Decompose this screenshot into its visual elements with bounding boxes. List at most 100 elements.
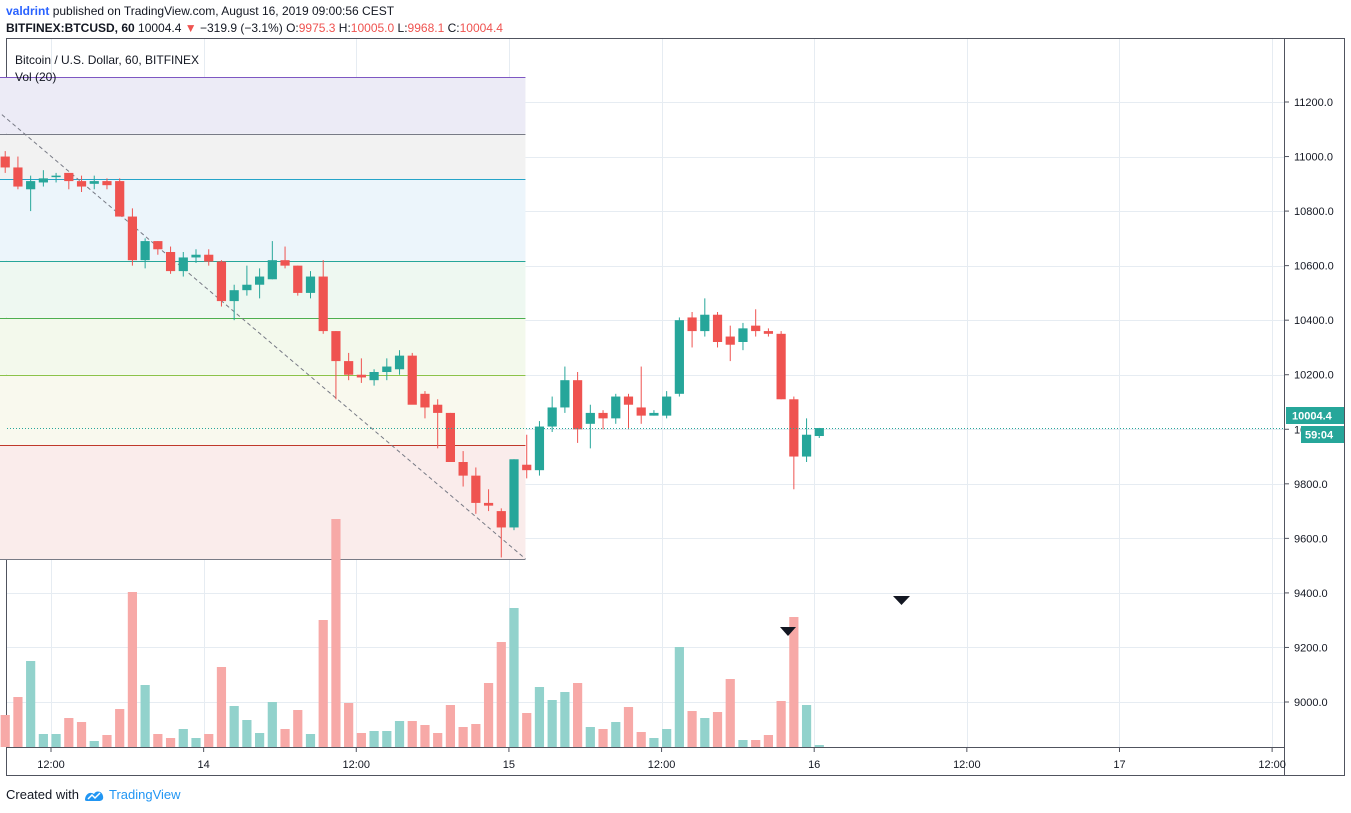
time-axis-label: 12:00 bbox=[953, 759, 981, 771]
candle-body bbox=[51, 175, 61, 178]
volume-bar bbox=[763, 735, 774, 747]
volume-bar bbox=[0, 715, 10, 747]
volume-bar bbox=[547, 700, 557, 747]
tradingview-brand[interactable]: TradingView bbox=[108, 787, 181, 802]
candle-body bbox=[229, 290, 239, 302]
volume-bar bbox=[623, 707, 634, 747]
candle-body bbox=[165, 252, 176, 272]
candle-body bbox=[305, 276, 316, 293]
volume-bar bbox=[26, 661, 36, 747]
footer: Created with TradingView bbox=[6, 787, 181, 802]
candle-body bbox=[293, 265, 303, 293]
candle-body bbox=[814, 428, 824, 437]
open-label: O: bbox=[286, 21, 299, 35]
volume-bar bbox=[712, 712, 723, 747]
candle-body bbox=[522, 464, 532, 471]
legend-title: Bitcoin / U.S. Dollar, 60, BITFINEX bbox=[15, 53, 199, 67]
volume-bar bbox=[13, 697, 23, 747]
candle-body bbox=[585, 412, 595, 424]
volume-bar bbox=[76, 722, 87, 747]
published-text: published on TradingView.com, August 16,… bbox=[52, 4, 395, 18]
candle-body bbox=[776, 333, 786, 400]
time-axis-label: 12:00 bbox=[1258, 759, 1286, 771]
candle-body bbox=[420, 393, 430, 408]
volume-bar bbox=[38, 734, 48, 747]
time-axis-label: 16 bbox=[808, 759, 820, 771]
volume-bar bbox=[687, 711, 697, 747]
marker-arrow-icon bbox=[893, 596, 910, 605]
candle-body bbox=[153, 241, 163, 250]
high-label: H: bbox=[338, 21, 351, 35]
volume-bar bbox=[611, 722, 621, 747]
price-axis-label: 9000.0 bbox=[1294, 697, 1328, 709]
candle-body bbox=[204, 254, 214, 262]
candle-body bbox=[89, 181, 99, 184]
candle-body bbox=[318, 276, 328, 332]
volume-bars bbox=[0, 519, 824, 747]
volume-bar bbox=[598, 729, 608, 747]
last-price-label: 10004.4 59:04 bbox=[1286, 407, 1344, 443]
candle-body bbox=[127, 216, 138, 261]
volume-bar bbox=[674, 647, 684, 747]
price-axis-label: 10600.0 bbox=[1294, 261, 1334, 273]
volume-bar bbox=[751, 740, 761, 747]
fib-zone bbox=[0, 317, 526, 375]
author-name[interactable]: valdrint bbox=[6, 4, 50, 18]
candle-body bbox=[509, 459, 519, 528]
volume-bar bbox=[445, 705, 456, 747]
fibonacci-retracement[interactable]: 1(11290)0.786(11083.2)0.786(10916.5)0.61… bbox=[0, 72, 526, 566]
candle-body bbox=[26, 181, 36, 190]
countdown-label-text: 59:04 bbox=[1305, 430, 1334, 442]
volume-bar bbox=[165, 738, 176, 747]
volume-bar bbox=[636, 732, 646, 747]
price-axis-label: 9600.0 bbox=[1294, 533, 1328, 545]
volume-bar bbox=[102, 735, 112, 747]
volume-bar bbox=[801, 705, 812, 747]
markers bbox=[780, 596, 910, 636]
volume-bar bbox=[420, 725, 430, 747]
time-axis[interactable]: 12:00 14 12:00 15 12:00 16 12:00 17 12:00 bbox=[37, 747, 1286, 771]
candle-body bbox=[725, 336, 735, 345]
volume-bar bbox=[433, 733, 443, 747]
candle-body bbox=[433, 404, 443, 413]
fib-zone bbox=[0, 445, 526, 560]
volume-bar bbox=[534, 687, 545, 747]
candle-body bbox=[255, 276, 265, 285]
candle-body bbox=[687, 317, 697, 332]
price-axis-label: 10400.0 bbox=[1294, 315, 1334, 327]
legend: Bitcoin / U.S. Dollar, 60, BITFINEX Vol … bbox=[15, 53, 199, 84]
volume-bar bbox=[280, 729, 290, 747]
time-axis-label: 12:00 bbox=[648, 759, 676, 771]
volume-bar bbox=[127, 592, 138, 747]
volume-bar bbox=[789, 617, 799, 747]
time-axis-label: 14 bbox=[198, 759, 210, 771]
fib-zone bbox=[0, 77, 526, 134]
candle-body bbox=[738, 328, 748, 342]
volume-bar bbox=[814, 745, 824, 747]
time-axis-label: 12:00 bbox=[343, 759, 371, 771]
volume-bar bbox=[509, 608, 519, 747]
candle-body bbox=[751, 325, 761, 332]
time-axis-label: 12:00 bbox=[37, 759, 65, 771]
volume-bar bbox=[216, 667, 227, 747]
candle-body bbox=[38, 178, 48, 183]
volume-bar bbox=[776, 701, 786, 747]
candle-body bbox=[662, 396, 672, 416]
volume-bar bbox=[382, 731, 392, 747]
fib-zone bbox=[0, 260, 526, 318]
candles[interactable] bbox=[0, 67, 824, 558]
candle-body bbox=[216, 261, 227, 302]
volume-bar bbox=[649, 738, 659, 747]
price-axis[interactable]: 9000.09200.09400.09600.09800.010000.0102… bbox=[1284, 97, 1334, 709]
candle-body bbox=[267, 260, 277, 280]
candle-body bbox=[471, 475, 481, 503]
volume-bar bbox=[356, 733, 366, 747]
last-price: 10004.4 bbox=[138, 21, 182, 35]
candle-body bbox=[0, 156, 10, 168]
price-axis-label: 11000.0 bbox=[1294, 152, 1333, 164]
price-axis-label: 9200.0 bbox=[1294, 642, 1328, 654]
volume-bar bbox=[483, 683, 494, 747]
volume-bar bbox=[369, 731, 379, 747]
candle-body bbox=[789, 399, 799, 457]
